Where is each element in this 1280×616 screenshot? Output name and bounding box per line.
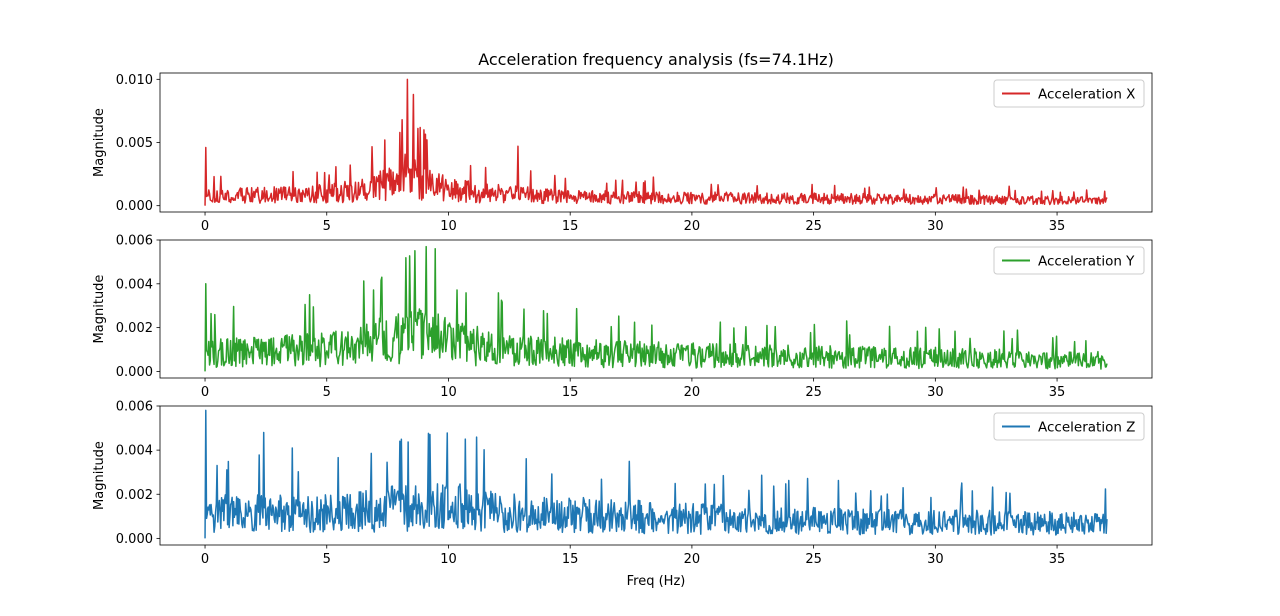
axes-frame [159,405,1153,546]
x-tick-label: 20 [684,385,701,400]
subplot-1: 0 5 10 15 20 25 30 35 0.000 0.005 0.010 Magnitude Ac… [92,72,1153,234]
x-tick-label: 15 [562,385,579,400]
subplot-3: 0 5 10 15 20 25 30 35 0.000 0.002 0.004 0.006 Magnit… [92,400,1153,567]
x-tick-label: 30 [927,385,944,400]
legend-label: Acceleration Y [1038,254,1135,270]
y-axis-label: Magnitude [92,275,107,344]
x-tick-label: 0 [201,219,209,234]
x-tick-label: 30 [927,552,944,567]
x-axis-label: Freq (Hz) [627,574,686,589]
legend-box [993,246,1145,275]
x-tick-label: 5 [323,552,331,567]
x-tick-label: 20 [684,552,701,567]
y-tick-label: 0.000 [116,199,153,214]
y-tick-label: 0.010 [116,73,153,88]
y-tick-label: 0.006 [116,400,153,415]
legend: Acceleration X [993,79,1145,108]
x-tick-label: 10 [440,552,457,567]
subplots: 0 5 10 15 20 25 30 35 0.000 0.005 0.010 Magnitude Ac… [92,72,1153,567]
y-tick-label: 0.006 [116,234,153,249]
x-tick-label: 5 [323,219,331,234]
legend-box [993,412,1145,441]
series-line-acceleration-x [204,78,1108,206]
x-tick-label: 10 [440,219,457,234]
y-tick-label: 0.000 [116,365,153,380]
x-tick-label: 20 [684,219,701,234]
x-tick-label: 0 [201,552,209,567]
x-tick-label: 25 [805,385,822,400]
axes-frame [159,239,1153,379]
legend-label: Acceleration X [1038,87,1135,103]
y-axis-label: Magnitude [92,108,107,177]
legend: Acceleration Y [993,246,1145,275]
x-tick-label: 35 [1049,385,1066,400]
figure-title: Acceleration frequency analysis (fs=74.1… [478,50,834,69]
y-tick-label: 0.004 [116,277,153,292]
y-tick-label: 0.005 [116,136,153,151]
x-tick-label: 0 [201,385,209,400]
x-tick-label: 30 [927,219,944,234]
x-tick-label: 35 [1049,552,1066,567]
legend-box [993,79,1145,108]
y-tick-label: 0.004 [116,444,153,459]
x-tick-label: 25 [805,552,822,567]
x-tick-label: 25 [805,219,822,234]
series-line-acceleration-z [204,409,1108,539]
x-tick-label: 35 [1049,219,1066,234]
y-tick-label: 0.000 [116,532,153,547]
x-tick-label: 15 [562,552,579,567]
y-axis-label: Magnitude [92,441,107,510]
subplot-2: 0 5 10 15 20 25 30 35 0.000 0.002 0.004 0.006 Magnit… [92,234,1153,400]
x-tick-label: 10 [440,385,457,400]
y-tick-label: 0.002 [116,321,153,336]
y-tick-label: 0.002 [116,488,153,503]
legend: Acceleration Z [993,412,1145,441]
x-tick-label: 5 [323,385,331,400]
legend-label: Acceleration Z [1038,420,1135,436]
series-line-acceleration-y [204,245,1108,372]
x-tick-label: 15 [562,219,579,234]
